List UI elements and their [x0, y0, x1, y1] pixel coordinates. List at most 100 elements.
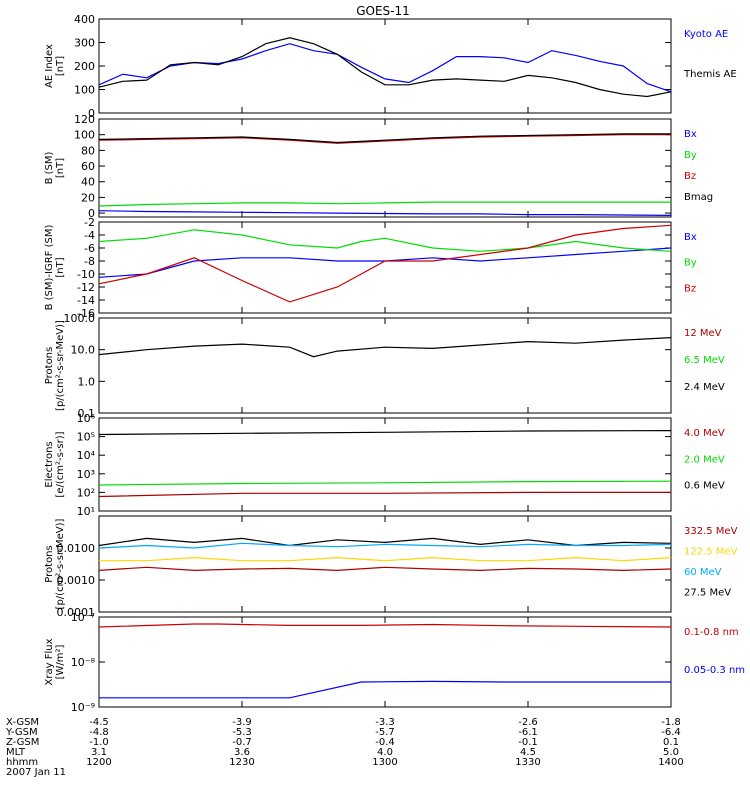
x-axis-value: 3.6: [234, 747, 250, 758]
panel-xray: 10⁻⁷ 10⁻⁸ 10⁻⁹ Xray Flux [W/m²] 0.1-0.8 nm 0.0…: [44, 611, 745, 714]
y-tick-label: 10⁵: [77, 431, 95, 444]
legend-entry: 0.1-0.8 nm: [684, 627, 739, 638]
x-axis-value: -1.0: [89, 737, 109, 748]
y-axis-label: [p/(cm²-s-sr-MeV)]: [55, 320, 66, 411]
legend-entry: By: [684, 150, 697, 161]
panel-frame: [98, 18, 672, 114]
y-tick-label: 60: [81, 160, 95, 173]
y-axis-label: Xray Flux: [44, 638, 55, 685]
y-tick-label: 0: [88, 107, 95, 120]
y-tick-label: -8: [84, 255, 95, 268]
y-tick-label: -12: [77, 281, 95, 294]
y-tick-label: 300: [74, 37, 95, 50]
y-axis-label: [nT]: [55, 257, 66, 277]
panel-electrons: 10¹ 10² 10³ 10⁴ 10⁵ 10⁶ Electrons [e/(cm²-s-sr)…: [44, 412, 725, 518]
x-axis-row-label: MLT: [6, 747, 26, 758]
x-axis-value: 4.5: [520, 747, 536, 758]
x-axis-value: 5.0: [663, 747, 679, 758]
legend-entry: Bz: [684, 171, 696, 182]
y-axis-label: Protons: [44, 545, 55, 582]
series-line-332-5-mev: [98, 566, 672, 572]
series-line-0-05-0-3-nm: [99, 680, 671, 699]
legend-entry: Bx: [684, 129, 697, 140]
x-axis-value: 0.1: [663, 737, 679, 748]
panel-frame: [98, 515, 672, 613]
y-axis-label: [nT]: [55, 56, 66, 76]
series-line-122-5-mev: [99, 556, 672, 562]
legend-entry: By: [684, 258, 697, 269]
y-axis-label: Electrons: [44, 441, 55, 487]
x-axis-time: 1200: [86, 757, 111, 768]
y-tick-label: 0.0001: [57, 606, 96, 619]
y-tick-label: 80: [81, 144, 95, 157]
plot-title: GOES-11: [356, 4, 410, 18]
panel-frame: [98, 616, 672, 708]
legend-entry: 2.4 MeV: [684, 382, 725, 393]
legend-entry: 122.5 MeV: [684, 547, 738, 558]
x-axis-time: 1300: [372, 757, 397, 768]
y-tick-label: 10²: [77, 486, 95, 499]
y-tick-label: 100.0: [64, 312, 96, 325]
x-axis-value: -5.7: [375, 727, 395, 738]
x-axis-value: -6.1: [518, 727, 538, 738]
legend-entry: 0.6 MeV: [684, 481, 725, 492]
y-tick-label: 10.0: [71, 344, 96, 357]
series-line-0-6-mev: [98, 430, 672, 436]
series-line-2-0-mev: [98, 480, 672, 486]
y-tick-label: -2: [84, 216, 95, 229]
y-tick-label: 10⁻⁸: [71, 656, 96, 669]
x-axis-value: 4.0: [377, 747, 393, 758]
y-axis-label: [e/(cm²-s-sr)]: [55, 431, 66, 497]
y-tick-label: -16: [77, 307, 95, 320]
legend-entry: 12 MeV: [684, 328, 722, 339]
legend-entry: 4.0 MeV: [684, 428, 725, 439]
x-axis-row-label: 2007 Jan 11: [6, 767, 66, 778]
series-line-4-0-mev: [98, 491, 671, 498]
y-tick-label: 10³: [77, 468, 95, 481]
legend-entry: Kyoto AE: [684, 29, 728, 40]
legend-entry: 60 MeV: [684, 567, 722, 578]
x-axis-row-label: Z-GSM: [6, 737, 39, 748]
legend-entry: Bz: [684, 283, 696, 294]
y-axis-label: [nT]: [55, 158, 66, 178]
x-axis-value: -4.5: [89, 717, 109, 728]
legend-entry: Bmag: [684, 192, 713, 203]
y-tick-label: 100: [74, 129, 95, 142]
y-tick-label: 400: [74, 13, 95, 26]
panel-ae: 0 100 200 300 400 AE Index [nT] Kyoto AE Themis …: [44, 13, 737, 120]
panel-frame: [98, 221, 672, 314]
y-tick-label: 10⁻⁷: [71, 611, 95, 624]
y-tick-label: 10⁴: [77, 449, 96, 462]
y-tick-label: -10: [77, 268, 95, 281]
legend-entry: 2.0 MeV: [684, 454, 725, 465]
x-axis-value: -5.3: [232, 727, 252, 738]
series-line-2-4-mev: [98, 337, 672, 358]
x-axis-value: -3.9: [232, 717, 252, 728]
y-tick-label: -6: [84, 242, 95, 255]
x-axis-value: -0.4: [375, 737, 395, 748]
y-tick-label: 10¹: [77, 505, 95, 518]
legend-entry: 0.05-0.3 nm: [684, 665, 745, 676]
x-axis-value: -4.8: [89, 727, 109, 738]
legend-entry: 27.5 MeV: [684, 588, 731, 599]
y-axis-label: B (SM)-IGRF (SM): [44, 225, 55, 311]
series-line-0-1-0-8-nm: [98, 623, 672, 628]
x-axis-value: -6.4: [661, 727, 681, 738]
y-axis-label: AE Index: [44, 44, 55, 88]
x-axis-value: -2.6: [518, 717, 538, 728]
y-tick-label: 40: [81, 176, 95, 189]
y-tick-label: 10⁶: [77, 412, 96, 425]
x-axis-value: -1.8: [661, 717, 681, 728]
x-axis-row-label: hhmm: [6, 757, 38, 768]
series-line-bx: [98, 247, 672, 278]
y-tick-label: 100: [74, 84, 95, 97]
x-axis-value: -0.1: [518, 737, 538, 748]
y-tick-label: 120: [74, 113, 95, 126]
y-tick-label: 0.0010: [57, 574, 96, 587]
series-line-bz: [98, 134, 671, 144]
series-line-bmag: [98, 133, 671, 144]
